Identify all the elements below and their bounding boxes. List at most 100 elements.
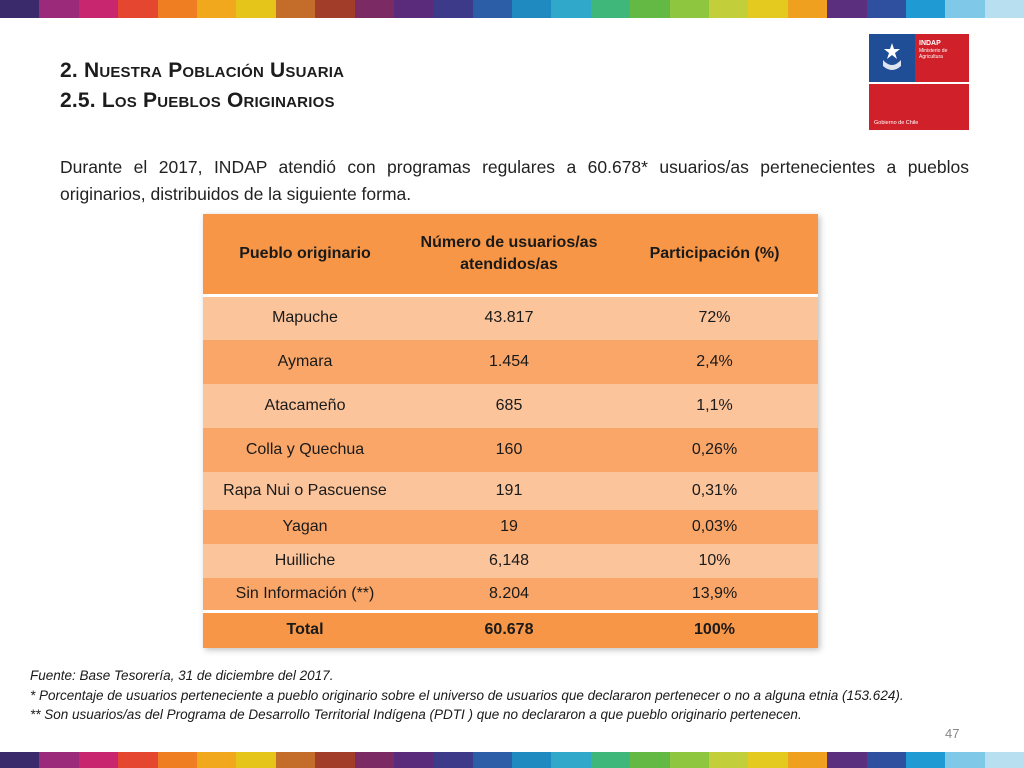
- indap-logo: INDAP Ministerio de Agricultura Gobierno…: [869, 34, 969, 130]
- stripe-segment: [787, 752, 828, 768]
- stripe-segment: [945, 752, 985, 768]
- stripe-segment: [905, 752, 946, 768]
- cell-numero: 8.204: [407, 577, 611, 612]
- stripe-segment: [984, 752, 1024, 768]
- stripe-segment: [78, 752, 119, 768]
- stripe-segment: [157, 752, 197, 768]
- stripe-segment: [748, 752, 788, 768]
- cell-numero: 685: [407, 383, 611, 428]
- total-cell-participacion: 100%: [611, 610, 818, 648]
- stripe-segment: [709, 0, 749, 18]
- cell-pueblo: Aymara: [203, 339, 407, 384]
- bottom-color-stripe: [0, 752, 1024, 768]
- stripe-segment: [433, 0, 473, 18]
- stripe-segment: [827, 752, 867, 768]
- cell-participacion: 2,4%: [611, 339, 818, 384]
- stripe-segment: [118, 752, 158, 768]
- cell-participacion: 0,31%: [611, 471, 818, 510]
- stripe-segment: [630, 752, 670, 768]
- stripe-segment: [275, 0, 316, 18]
- pueblos-table: Pueblo originario Número de usuarios/as …: [203, 214, 818, 648]
- logo-name: INDAP: [919, 40, 941, 47]
- cell-numero: 6,148: [407, 543, 611, 578]
- footnote-1: * Porcentaje de usuarios perteneciente a…: [30, 687, 904, 703]
- cell-participacion: 0,26%: [611, 427, 818, 472]
- stripe-segment: [315, 752, 355, 768]
- stripe-segment: [0, 752, 40, 768]
- cell-participacion: 1,1%: [611, 383, 818, 428]
- table-row: Colla y Quechua 160 0,26%: [203, 427, 818, 472]
- stripe-segment: [196, 752, 237, 768]
- stripe-segment: [354, 0, 394, 18]
- stripe-segment: [945, 0, 985, 18]
- total-cell-numero: 60.678: [407, 610, 611, 648]
- stripe-segment: [236, 752, 276, 768]
- logo-footer: Gobierno de Chile: [874, 120, 919, 126]
- stripe-segment: [551, 0, 591, 18]
- table-header-row: Pueblo originario Número de usuarios/as …: [203, 214, 818, 297]
- stripe-segment: [39, 0, 79, 18]
- stripe-segment: [866, 752, 906, 768]
- stripe-segment: [393, 752, 434, 768]
- stripe-segment: [827, 0, 867, 18]
- stripe-segment: [236, 0, 276, 18]
- cell-participacion: 10%: [611, 543, 818, 578]
- stripe-segment: [275, 752, 316, 768]
- stripe-segment: [472, 0, 513, 18]
- cell-pueblo: Atacameño: [203, 383, 407, 428]
- table-row: Sin Información (**) 8.204 13,9%: [203, 577, 818, 612]
- cell-participacion: 0,03%: [611, 509, 818, 544]
- stripe-segment: [393, 0, 434, 18]
- cell-pueblo: Rapa Nui o Pascuense: [203, 471, 407, 510]
- table-row: Rapa Nui o Pascuense 191 0,31%: [203, 471, 818, 510]
- total-cell-pueblo: Total: [203, 610, 407, 648]
- section-title: 2. Nuestra Población Usuaria: [60, 59, 345, 82]
- table-total-row: Total 60.678 100%: [203, 610, 818, 648]
- stripe-segment: [512, 0, 552, 18]
- table-row: Aymara 1.454 2,4%: [203, 339, 818, 384]
- stripe-segment: [39, 752, 79, 768]
- slide-heading: 2. Nuestra Población Usuaria 2.5. Los Pu…: [60, 56, 344, 116]
- stripe-segment: [669, 752, 710, 768]
- footnotes: Fuente: Base Tesorería, 31 de diciembre …: [30, 666, 980, 725]
- stripe-segment: [551, 752, 591, 768]
- table-row: Mapuche 43.817 72%: [203, 295, 818, 340]
- stripe-segment: [433, 752, 473, 768]
- stripe-segment: [630, 0, 670, 18]
- cell-pueblo: Huilliche: [203, 543, 407, 578]
- intro-paragraph: Durante el 2017, INDAP atendió con progr…: [60, 157, 969, 204]
- cell-pueblo: Yagan: [203, 509, 407, 544]
- stripe-segment: [709, 752, 749, 768]
- page-number: 47: [945, 726, 960, 741]
- cell-pueblo: Mapuche: [203, 295, 407, 340]
- cell-numero: 1.454: [407, 339, 611, 384]
- stripe-segment: [669, 0, 710, 18]
- top-color-stripe: [0, 0, 1024, 18]
- cell-participacion: 72%: [611, 295, 818, 340]
- stripe-segment: [905, 0, 946, 18]
- stripe-segment: [196, 0, 237, 18]
- stripe-segment: [748, 0, 788, 18]
- stripe-segment: [0, 0, 40, 18]
- stripe-segment: [866, 0, 906, 18]
- cell-numero: 191: [407, 471, 611, 510]
- cell-pueblo: Sin Información (**): [203, 577, 407, 612]
- logo-subtitle-2: Agricultura: [919, 54, 943, 60]
- table-row: Huilliche 6,148 10%: [203, 543, 818, 578]
- cell-pueblo: Colla y Quechua: [203, 427, 407, 472]
- stripe-segment: [354, 752, 394, 768]
- stripe-segment: [984, 0, 1024, 18]
- footnote-2: ** Son usuarios/as del Programa de Desar…: [30, 707, 802, 722]
- cell-numero: 160: [407, 427, 611, 472]
- stripe-segment: [78, 0, 119, 18]
- table-row: Yagan 19 0,03%: [203, 509, 818, 544]
- cell-participacion: 13,9%: [611, 577, 818, 612]
- logo-subtitle-1: Ministerio de: [919, 48, 948, 54]
- stripe-segment: [590, 0, 631, 18]
- stripe-segment: [512, 752, 552, 768]
- coat-of-arms-icon: [869, 34, 915, 82]
- column-header-participacion: Participación (%): [611, 214, 818, 297]
- stripe-segment: [315, 0, 355, 18]
- stripe-segment: [472, 752, 513, 768]
- stripe-segment: [157, 0, 197, 18]
